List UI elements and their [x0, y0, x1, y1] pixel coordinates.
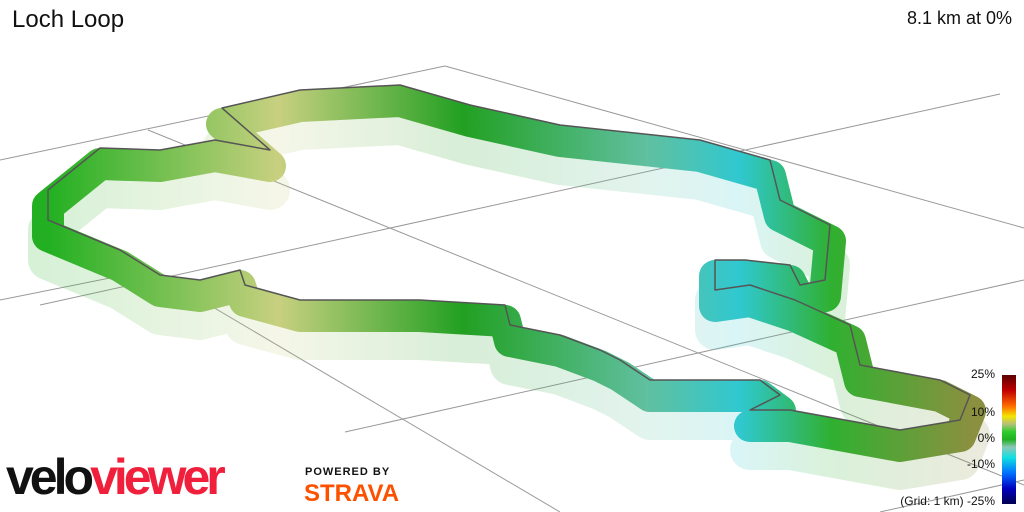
route-elevation-ribbon: [32, 85, 986, 462]
scale-tick-minus25: -25%: [966, 494, 995, 508]
grid-label: (Grid: 1 km): [900, 494, 964, 508]
route-title: Loch Loop: [12, 6, 125, 33]
scale-tick-25: 25%: [970, 367, 995, 381]
strava-logo[interactable]: STRAVA: [304, 480, 400, 507]
grid-scale-label: (Grid: 1 km) -25%: [900, 494, 995, 508]
scale-tick-0: 0%: [977, 431, 995, 445]
powered-by-label: POWERED BY: [305, 466, 391, 478]
logo-velo: velo: [6, 449, 94, 505]
scale-tick-minus10: -10%: [966, 457, 995, 471]
route-reflection: [28, 105, 990, 490]
route-top-edge: [47, 84, 971, 431]
logo-viewer: viewer: [90, 449, 226, 505]
veloviewer-logo[interactable]: veloviewer: [6, 449, 226, 505]
gradient-color-scale: [1002, 375, 1016, 504]
scale-tick-10: 10%: [970, 405, 995, 419]
route-summary: 8.1 km at 0%: [906, 8, 1012, 28]
